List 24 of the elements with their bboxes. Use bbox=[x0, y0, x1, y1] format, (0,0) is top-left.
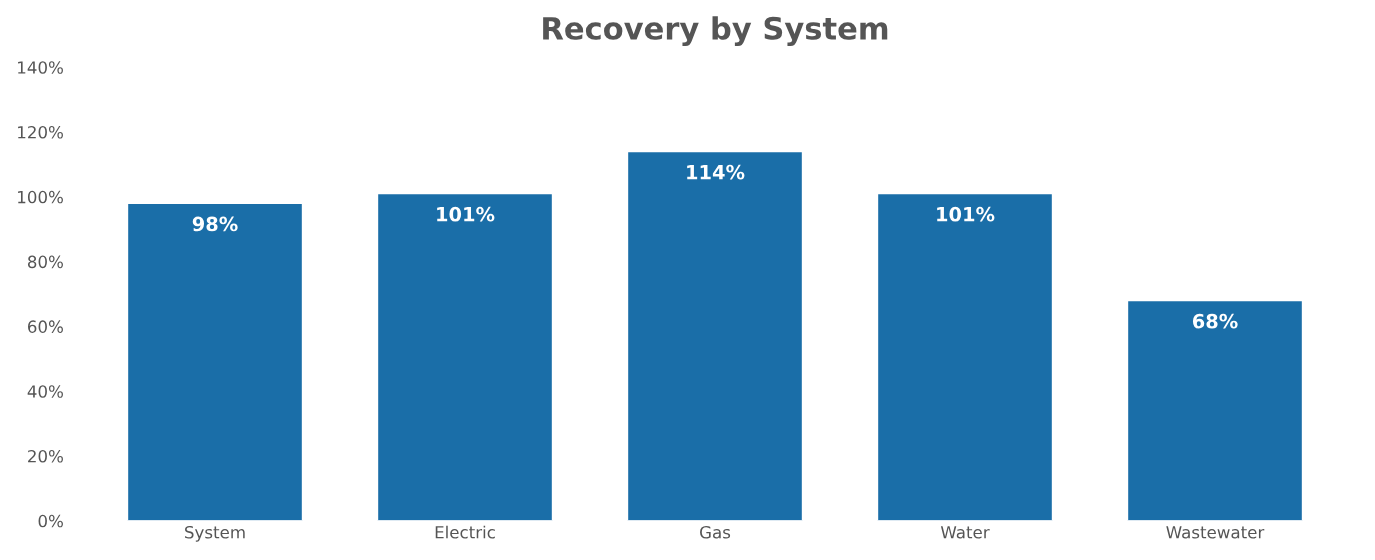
data-label: 101% bbox=[437, 206, 495, 222]
data-label: 101% bbox=[937, 206, 995, 222]
y-tick-label: 60% bbox=[28, 320, 63, 333]
x-tick-label: Gas bbox=[700, 525, 731, 539]
x-tick-label: Electric bbox=[435, 525, 495, 539]
data-label: 68% bbox=[1192, 313, 1238, 329]
y-tick-label: 0% bbox=[38, 514, 63, 528]
y-tick-label: 100% bbox=[18, 190, 63, 204]
y-tick-label: 80% bbox=[27, 255, 63, 269]
data-label: 98% bbox=[192, 216, 238, 232]
bar bbox=[626, 150, 804, 521]
chart-title: Recovery by System bbox=[543, 16, 888, 47]
bar bbox=[1126, 299, 1304, 521]
y-tick-label: 120% bbox=[18, 125, 63, 139]
bar bbox=[876, 192, 1054, 521]
y-tick-label: 40% bbox=[27, 385, 63, 398]
x-tick-label: Wastewater bbox=[1166, 526, 1265, 539]
y-tick-label: 140% bbox=[18, 61, 63, 74]
y-tick-label: 20% bbox=[28, 449, 63, 463]
x-tick-label: Water bbox=[940, 526, 990, 539]
bar bbox=[126, 202, 304, 521]
x-tick-label: System bbox=[185, 525, 245, 542]
data-label: 114% bbox=[687, 164, 745, 180]
bar bbox=[376, 192, 554, 521]
